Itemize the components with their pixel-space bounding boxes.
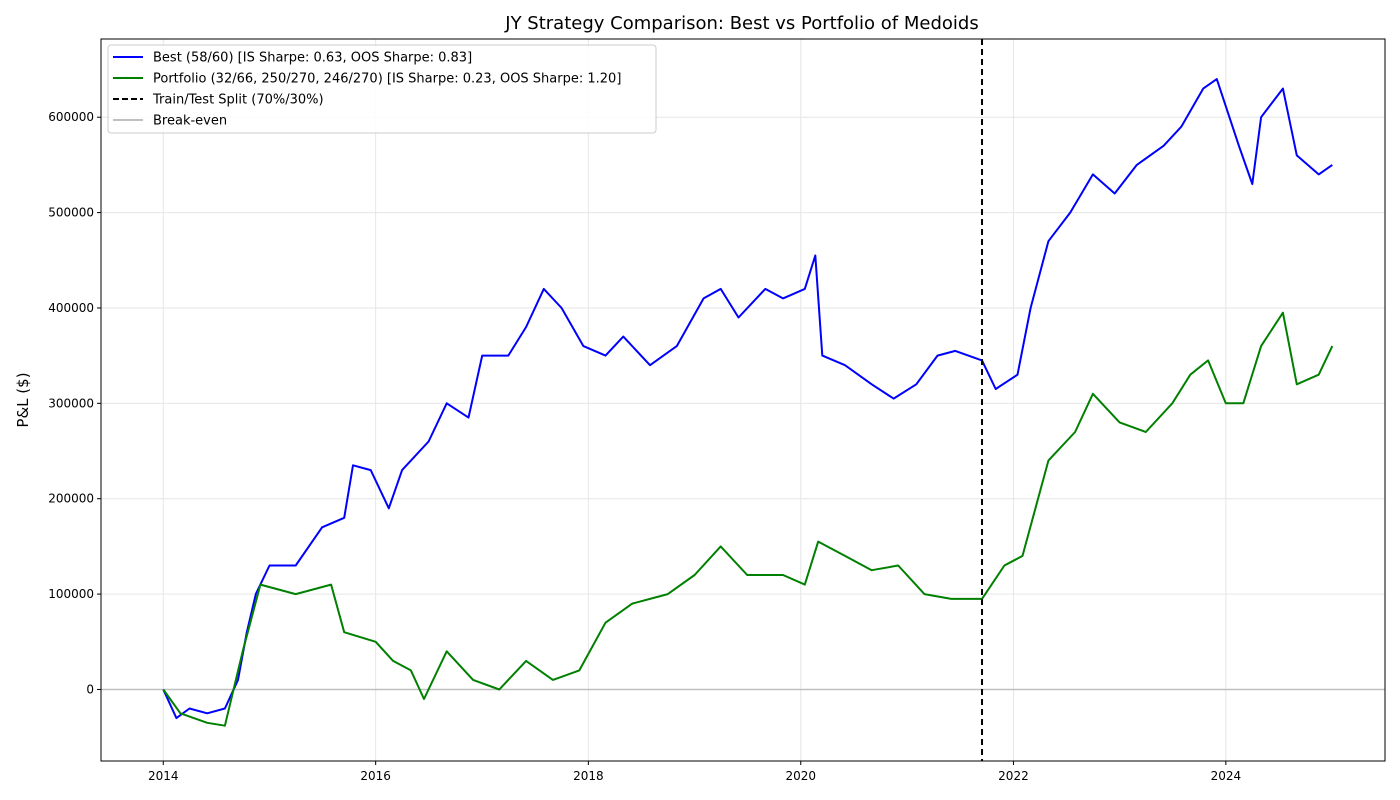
series-line-portfolio: [162, 311, 1334, 727]
y-axis-label: P&L ($): [14, 372, 32, 427]
series-line-best: [162, 78, 1333, 720]
y-tick-label: 300000: [48, 396, 94, 410]
legend-label: Train/Test Split (70%/30%): [152, 93, 324, 108]
x-tick-label: 2020: [785, 769, 816, 783]
x-tick-label: 2014: [148, 769, 179, 783]
legend-label: Portfolio (32/66, 250/270, 246/270) [IS …: [153, 72, 621, 87]
grid-lines: [101, 39, 1385, 761]
plot-area: [101, 39, 1385, 761]
y-tick-label: 200000: [48, 492, 94, 506]
x-tick-label: 2022: [998, 769, 1029, 783]
axes: 0 100000 200000 300000 400000 500000 600000 201…: [48, 110, 1241, 783]
legend-label: Best (58/60) [IS Sharpe: 0.63, OOS Sharp…: [153, 51, 472, 66]
chart-title: JY Strategy Comparison: Best vs Portfoli…: [504, 13, 978, 34]
legend-label: Break-even: [153, 114, 227, 129]
x-tick-label: 2016: [360, 769, 391, 783]
y-tick-label: 100000: [48, 587, 94, 601]
y-tick-label: 600000: [48, 110, 94, 124]
y-tick-label: 400000: [48, 301, 94, 315]
legend-box: [107, 44, 657, 134]
legend: Best (58/60) [IS Sharpe: 0.63, OOS Sharp…: [107, 44, 657, 134]
y-tick-label: 0: [86, 682, 94, 696]
x-tick-label: 2024: [1211, 769, 1242, 783]
plot-frame: [100, 38, 1386, 762]
y-tick-label: 500000: [48, 206, 94, 220]
x-tick-label: 2018: [573, 769, 604, 783]
